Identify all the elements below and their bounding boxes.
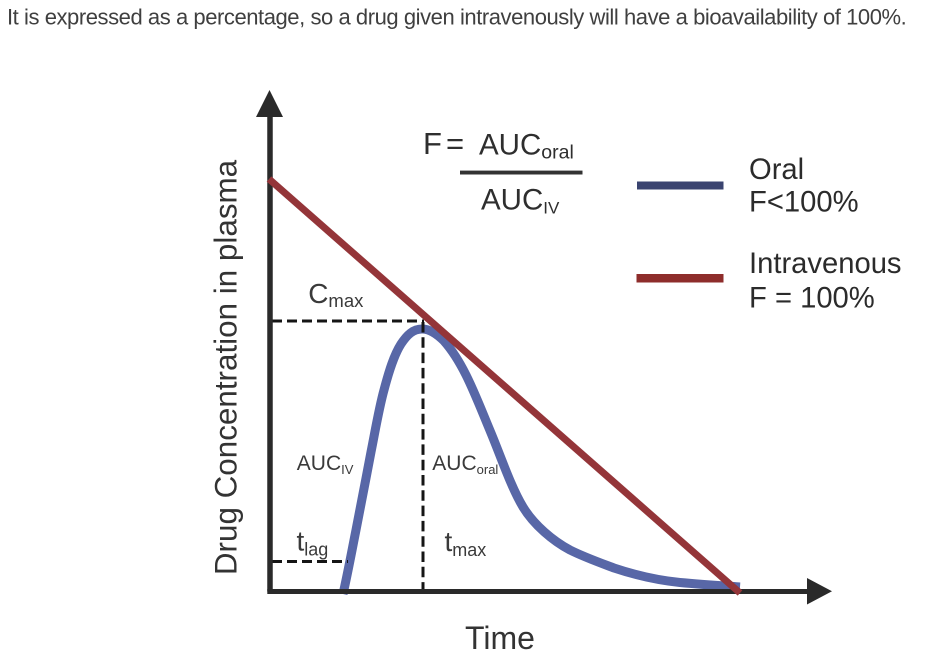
svg-text:Drug Concentration in plasma: Drug Concentration in plasma: [209, 159, 244, 575]
svg-text:F: F: [423, 126, 442, 161]
svg-text:=: =: [446, 126, 464, 161]
svg-text:F<100%: F<100%: [749, 187, 859, 219]
svg-text:Oral: Oral: [749, 154, 804, 186]
svg-text:Intravenous: Intravenous: [749, 248, 902, 280]
svg-text:F = 100%: F = 100%: [749, 283, 875, 315]
svg-text:tlag: tlag: [297, 526, 329, 560]
svg-text:Time: Time: [465, 620, 535, 653]
svg-text:It is expressed as a percentag: It is expressed as a percentage, so a dr…: [7, 5, 906, 30]
svg-text:AUCIV: AUCIV: [297, 452, 354, 477]
